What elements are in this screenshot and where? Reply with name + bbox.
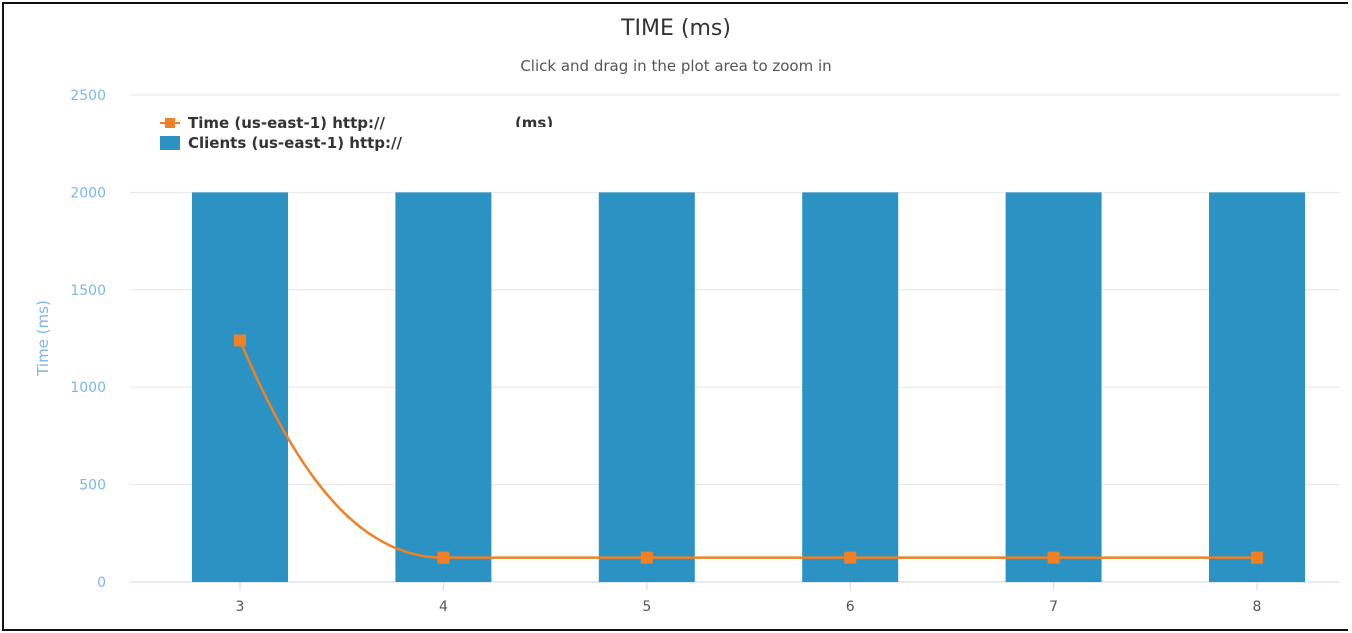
bar xyxy=(192,192,288,582)
x-tick-label: 6 xyxy=(846,599,855,615)
legend-item-clients[interactable]: Clients (us-east-1) http:// xyxy=(160,133,553,153)
bar xyxy=(1209,192,1305,582)
y-tick-label: 1500 xyxy=(70,283,106,299)
x-tick-label: 5 xyxy=(642,599,651,615)
x-tick-label: 8 xyxy=(1253,599,1262,615)
y-tick-label: 1000 xyxy=(70,380,106,396)
legend-bar-symbol xyxy=(160,136,180,150)
bar xyxy=(395,192,492,582)
line-point xyxy=(844,551,857,564)
bar xyxy=(802,192,899,582)
x-tick-label: 7 xyxy=(1049,599,1058,615)
line-point xyxy=(1251,551,1263,564)
y-tick-label: 2500 xyxy=(70,88,106,104)
bar xyxy=(1005,192,1102,582)
chart-subtitle: Click and drag in the plot area to zoom … xyxy=(520,57,832,75)
y-tick-label: 2000 xyxy=(70,185,106,201)
x-tick-label: 3 xyxy=(236,599,245,615)
line-point xyxy=(437,551,450,564)
grid-lines xyxy=(130,94,1340,583)
legend: Time (us-east-1) http://(ms) Clients (us… xyxy=(160,113,606,153)
chart-title: TIME (ms) xyxy=(621,16,731,41)
redaction-mark xyxy=(456,127,606,135)
line-point xyxy=(640,551,653,564)
y-axis-ticks: 0 500 1000 1500 2000 2500 xyxy=(70,88,106,591)
y-axis-label: Time (ms) xyxy=(34,300,52,377)
bar-series xyxy=(192,192,1305,582)
y-tick-label: 0 xyxy=(97,575,106,591)
x-axis-ticks: 3 4 5 6 7 8 xyxy=(236,582,1262,615)
bar xyxy=(598,192,695,582)
legend-square-marker xyxy=(165,118,175,128)
y-tick-label: 500 xyxy=(79,478,106,494)
line-point xyxy=(234,334,246,347)
line-series xyxy=(234,334,1263,564)
x-tick-label: 4 xyxy=(439,599,448,615)
series-line xyxy=(238,339,1257,559)
line-point xyxy=(1047,551,1060,564)
legend-label-time: Time (us-east-1) http:// xyxy=(188,114,385,132)
legend-label-clients: Clients (us-east-1) http:// xyxy=(188,134,402,152)
